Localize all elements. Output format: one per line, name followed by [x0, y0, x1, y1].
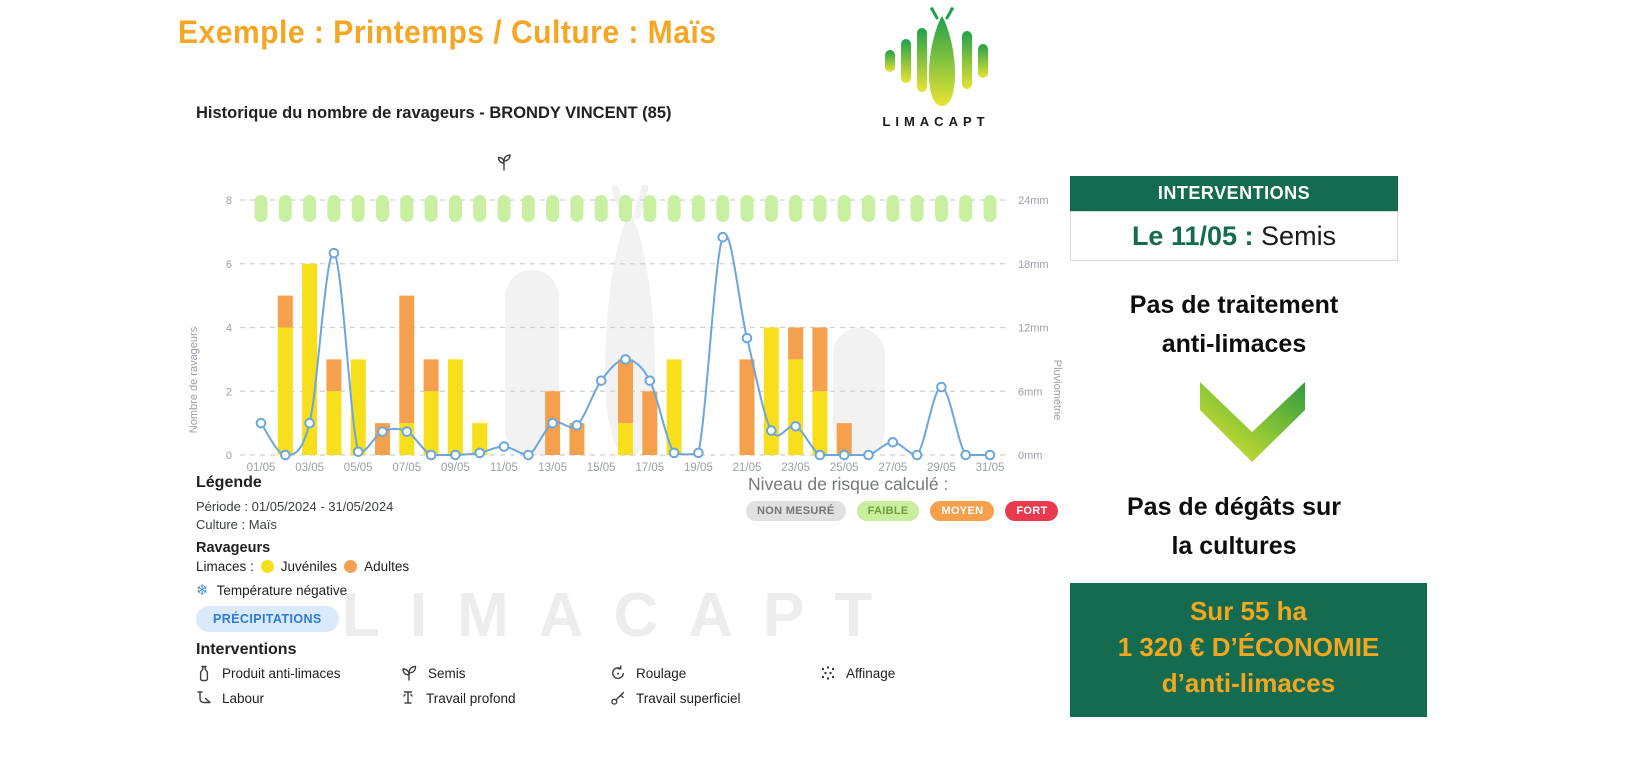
limacapt-watermark: LIMACAPT: [342, 581, 903, 650]
adultes-dot: [344, 560, 358, 573]
ravageurs-heading: Ravageurs: [196, 540, 271, 556]
svg-text:Pluviométrie: Pluviométrie: [1051, 360, 1063, 421]
svg-text:17/05: 17/05: [635, 462, 664, 474]
chevron-down-icon: [1196, 374, 1309, 471]
temperature-label: Température négative: [216, 582, 348, 598]
sprout-icon: [400, 665, 418, 681]
savings-line2: 1 320 € D’ÉCONOMIE: [1117, 632, 1380, 662]
dots-icon: [820, 665, 836, 681]
legend-heading: Légende: [196, 474, 262, 491]
svg-text:11/05: 11/05: [490, 462, 518, 474]
risk-badge-moyen: MOYEN: [930, 501, 995, 521]
legend-periode: Période : 01/05/2024 - 31/05/2024: [196, 499, 394, 514]
risk-level-label: Niveau de risque calculé :: [748, 474, 949, 494]
ravageurs-chart: 0 0mm 2 6mm 4 12mm 6 18mm 8 24mm 01/05 03/05 05/05 07…: [185, 140, 1065, 490]
svg-text:15/05: 15/05: [587, 462, 616, 474]
legend-item-label: Travail profond: [426, 690, 516, 706]
precipitations-chip[interactable]: PRÉCIPITATIONS: [196, 606, 339, 632]
interventions-col-3: Roulage Travail superficiel: [610, 664, 741, 707]
svg-text:Nombre de ravageurs: Nombre de ravageurs: [188, 326, 200, 433]
limaces-label: Limaces :: [196, 559, 254, 574]
bottle-icon: [196, 665, 212, 682]
no-treatment-text: Pas de traitement anti-limaces: [1129, 291, 1339, 358]
svg-text:0mm: 0mm: [1018, 450, 1042, 462]
legend-item-produit-anti-limaces: Produit anti-limaces: [196, 664, 341, 682]
interventions-col-4: Affinage: [820, 664, 895, 682]
svg-text:8: 8: [226, 195, 232, 207]
legend-item-travail-profond: Travail profond: [400, 689, 516, 707]
legend-item-label: Travail superficiel: [636, 690, 741, 706]
legend-item-labour: Labour: [196, 689, 341, 707]
svg-text:6: 6: [226, 259, 232, 271]
interventions-col-1: Produit anti-limaces Labour: [196, 664, 341, 707]
interventions-panel-header: INTERVENTIONS: [1070, 176, 1398, 211]
risk-badges: NON MESURÉ FAIBLE MOYEN FORT: [746, 501, 1059, 521]
plow-icon: [196, 690, 212, 706]
svg-text:23/05: 23/05: [781, 462, 810, 474]
svg-text:03/05: 03/05: [295, 462, 324, 474]
svg-text:18mm: 18mm: [1018, 259, 1049, 271]
chart-title: Historique du nombre de ravageurs - BRON…: [196, 104, 672, 122]
risk-badge-fort: FORT: [1005, 501, 1059, 521]
limacapt-wordmark: LIMACAPT: [882, 114, 990, 129]
savings-line1: Sur 55 ha: [1189, 596, 1308, 626]
interventions-heading: Interventions: [196, 641, 297, 658]
limaces-legend-row: Limaces : Juvéniles Adultes: [196, 559, 409, 574]
adultes-label: Adultes: [364, 559, 410, 574]
risk-badge-faible: FAIBLE: [856, 501, 920, 521]
svg-text:01/05: 01/05: [247, 462, 276, 474]
legend-item-label: Produit anti-limaces: [222, 665, 341, 681]
svg-text:6mm: 6mm: [1018, 386, 1042, 398]
legend-item-travail-superficiel: Travail superficiel: [610, 689, 741, 707]
event-date: Le 11/05 :: [1131, 221, 1254, 251]
legend-item-roulage: Roulage: [610, 664, 741, 682]
legend-culture: Culture : Maïs: [196, 517, 277, 532]
svg-text:24mm: 24mm: [1018, 195, 1049, 207]
savings-line3: d’anti-limaces: [1161, 668, 1336, 698]
legend-item-semis: Semis: [400, 664, 516, 682]
svg-text:13/05: 13/05: [538, 462, 567, 474]
svg-text:05/05: 05/05: [344, 462, 373, 474]
svg-text:0: 0: [226, 450, 232, 462]
svg-text:12mm: 12mm: [1018, 323, 1049, 335]
roller-icon: [610, 665, 626, 681]
no-damage-text: Pas de dégâts sur la cultures: [1127, 493, 1341, 560]
intervention-event-box: Le 11/05 : Semis: [1070, 211, 1398, 261]
legend-item-affinage: Affinage: [820, 664, 895, 682]
legend-item-label: Semis: [428, 665, 466, 681]
legend-item-label: Affinage: [846, 665, 896, 681]
shallow-till-icon: [610, 690, 626, 706]
svg-text:19/05: 19/05: [684, 462, 713, 474]
risk-badge-non-mesuré: NON MESURÉ: [746, 501, 846, 521]
svg-text:31/05: 31/05: [976, 462, 1005, 474]
svg-text:21/05: 21/05: [733, 462, 762, 474]
interventions-col-2: Semis Travail profond: [400, 664, 516, 707]
page-title: Exemple : Printemps / Culture : Maïs: [178, 14, 717, 50]
svg-text:07/05: 07/05: [392, 462, 421, 474]
legend-item-label: Labour: [222, 690, 265, 706]
legend-item-label: Roulage: [636, 665, 687, 681]
deep-till-icon: [400, 690, 416, 706]
svg-text:29/05: 29/05: [927, 462, 956, 474]
event-name: Semis: [1261, 221, 1337, 251]
juveniles-label: Juvéniles: [280, 559, 338, 574]
svg-text:25/05: 25/05: [830, 462, 859, 474]
svg-text:2: 2: [226, 386, 232, 398]
juveniles-dot: [260, 560, 274, 573]
snowflake-icon: ❄: [196, 581, 209, 599]
svg-text:4: 4: [226, 323, 232, 335]
sprout-icon: [497, 154, 511, 171]
savings-box: Sur 55 ha 1 320 € D’ÉCONOMIE d’anti-lima…: [1070, 583, 1427, 717]
svg-text:09/05: 09/05: [441, 462, 470, 474]
temperature-legend-row: ❄ Température négative: [196, 581, 347, 599]
svg-text:27/05: 27/05: [878, 462, 907, 474]
limacapt-logo-icon: [868, 6, 1002, 134]
